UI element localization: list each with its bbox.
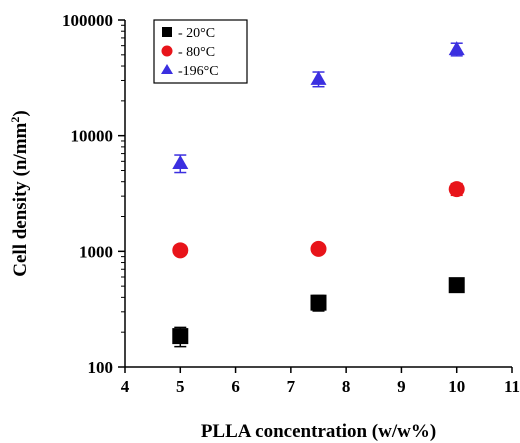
x-tick-label: 8: [342, 377, 351, 396]
legend-marker: [162, 27, 172, 37]
legend: - 20°C - 80°C -196°C: [153, 19, 248, 84]
data-point: [448, 277, 465, 294]
legend-marker: [161, 64, 173, 74]
data-point: [310, 294, 327, 311]
x-axis-title: PLLA concentration (w/w%): [201, 421, 436, 442]
y-axis-title-main: Cell density (n/mm: [10, 122, 31, 276]
series-80c: [172, 181, 465, 259]
data-marks: [172, 41, 465, 348]
data-point: [172, 328, 189, 345]
legend-label: - 20°C: [178, 26, 215, 41]
y-tick-label: 1000: [79, 242, 113, 261]
x-tick-label: 5: [176, 377, 185, 396]
y-tick-label: 10000: [71, 127, 114, 146]
legend-item: - 20°C: [162, 26, 215, 41]
x-tick-label: 9: [397, 377, 406, 396]
x-tick-label: 6: [231, 377, 240, 396]
series-196c: [172, 41, 465, 174]
x-tick-label: 7: [287, 377, 296, 396]
y-tick-label: 100000: [62, 11, 113, 30]
data-point: [172, 242, 189, 259]
x-tick-label: 4: [121, 377, 130, 396]
legend-label: - 80°C: [178, 45, 215, 60]
data-point: [172, 155, 189, 170]
data-point: [448, 181, 465, 198]
y-axis-title: Cell density (n/mm2): [8, 110, 31, 276]
x-tick-label: 11: [504, 377, 520, 396]
legend-label: -196°C: [178, 64, 219, 79]
legend-marker: [161, 45, 173, 57]
legend-item: - 80°C: [161, 45, 215, 60]
y-axis-title-end: ): [10, 110, 31, 116]
data-point: [310, 70, 327, 85]
y-axis-title-sup: 2: [8, 117, 22, 123]
axes: 4 5 6 7 8 9 10 11 100 1000 10000 100000: [62, 11, 520, 396]
x-tick-label: 10: [448, 377, 465, 396]
legend-item: -196°C: [161, 64, 219, 79]
data-point: [310, 240, 327, 257]
series-20c: [172, 277, 465, 348]
y-tick-label: 100: [88, 358, 114, 377]
data-point: [448, 41, 465, 56]
